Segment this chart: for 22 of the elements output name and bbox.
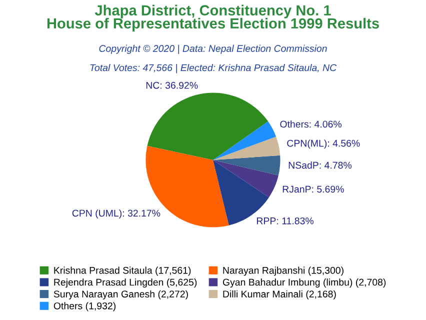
legend-label: Krishna Prasad Sitaula (17,561) xyxy=(54,266,191,276)
chart-subtitle: Copyright © 2020 | Data: Nepal Election Commission xyxy=(99,44,327,54)
legend-label: Others (1,932) xyxy=(54,302,116,312)
legend-label: Rejendra Prasad Lingden (5,625) xyxy=(54,278,197,288)
legend-label: Surya Narayan Ganesh (2,272) xyxy=(54,290,188,300)
text: Total Votes: 47,566 | Elected: Krishna Prasad Sitaula, NC xyxy=(90,64,337,74)
pie-slice xyxy=(213,155,280,176)
pie-slice xyxy=(213,160,278,198)
data-label: RPP: 11.83% xyxy=(257,217,314,224)
data-label: RJanP: 5.69% xyxy=(282,186,344,193)
data-label: Others: 4.06% xyxy=(280,120,342,128)
pie-slice xyxy=(213,136,280,160)
data-label: CPN(ML): 4.56% xyxy=(287,140,360,149)
pie-slice xyxy=(147,92,268,160)
data-label: CPN (UML): 32.17% xyxy=(72,209,160,219)
legend-label: Narayan Rajbanshi (15,300) xyxy=(223,266,344,276)
legend-label: Gyan Bahadur Imbung (limbu) (2,708) xyxy=(222,278,386,288)
chart-title: Jhapa District, Constituency No. 1 House of Representatives Election 1999 Results xyxy=(47,4,379,32)
data-label: NC: 36.92% xyxy=(146,82,198,89)
data-label: NSadP: 4.78% xyxy=(288,162,352,169)
pie-slice xyxy=(213,121,276,160)
legend-label: Dilli Kumar Mainali (2,168) xyxy=(223,290,336,300)
